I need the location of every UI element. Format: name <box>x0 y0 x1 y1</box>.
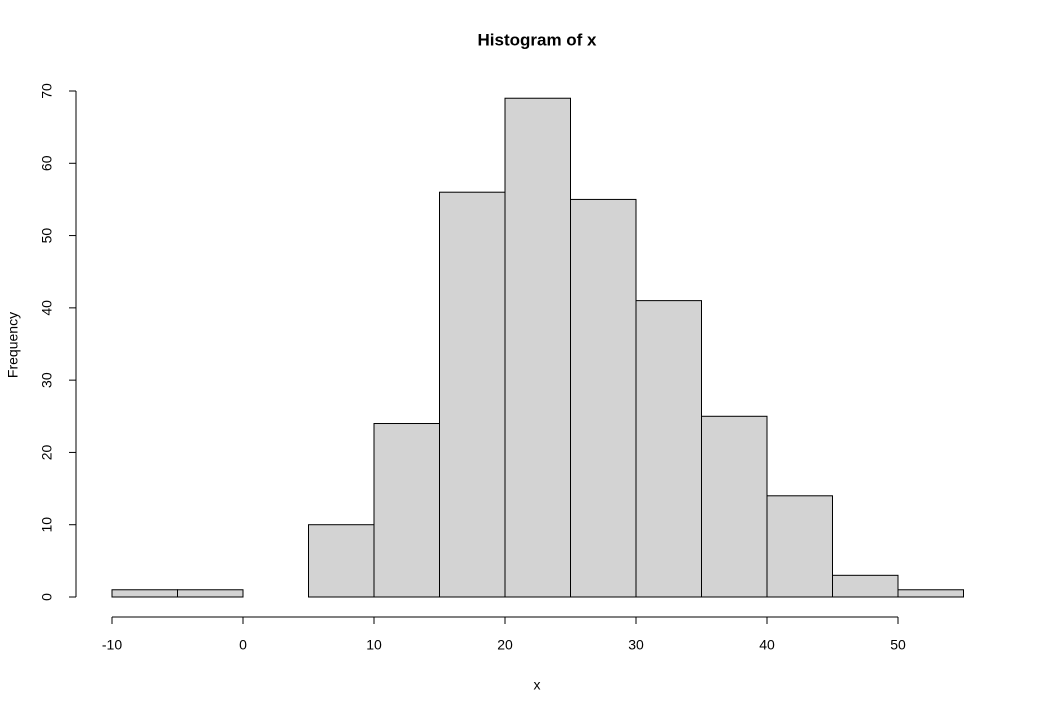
y-tick-label: 10 <box>39 517 55 533</box>
chart-title: Histogram of x <box>477 30 597 49</box>
x-tick-label: 50 <box>890 637 906 653</box>
histogram-bar <box>439 191 506 598</box>
x-axis-label: x <box>534 677 541 693</box>
x-tick-label: 20 <box>497 637 513 653</box>
histogram-bar <box>832 574 899 598</box>
x-tick-label: 30 <box>628 637 644 653</box>
y-tick-label: 30 <box>39 372 55 388</box>
histogram-bar <box>635 300 702 598</box>
histogram-bar <box>308 524 375 598</box>
histogram-bar <box>504 97 571 598</box>
y-tick-label: 50 <box>39 228 55 244</box>
histogram-bar <box>111 589 178 598</box>
histogram-bar <box>897 589 964 598</box>
histogram-bar <box>177 589 244 598</box>
histogram-bar <box>701 415 768 598</box>
x-tick-label: 10 <box>366 637 382 653</box>
histogram-bar <box>373 423 440 598</box>
y-tick-label: 40 <box>39 300 55 316</box>
x-tick-label: -10 <box>102 637 122 653</box>
histogram-bar <box>570 198 637 598</box>
histogram-bar <box>766 495 833 598</box>
y-tick-label: 60 <box>39 155 55 171</box>
y-tick-label: 70 <box>39 83 55 99</box>
x-tick-label: 40 <box>759 637 775 653</box>
y-axis-label: Frequency <box>5 312 21 378</box>
y-tick-label: 20 <box>39 444 55 460</box>
y-tick-label: 0 <box>39 593 55 601</box>
x-tick-label: 0 <box>239 637 247 653</box>
